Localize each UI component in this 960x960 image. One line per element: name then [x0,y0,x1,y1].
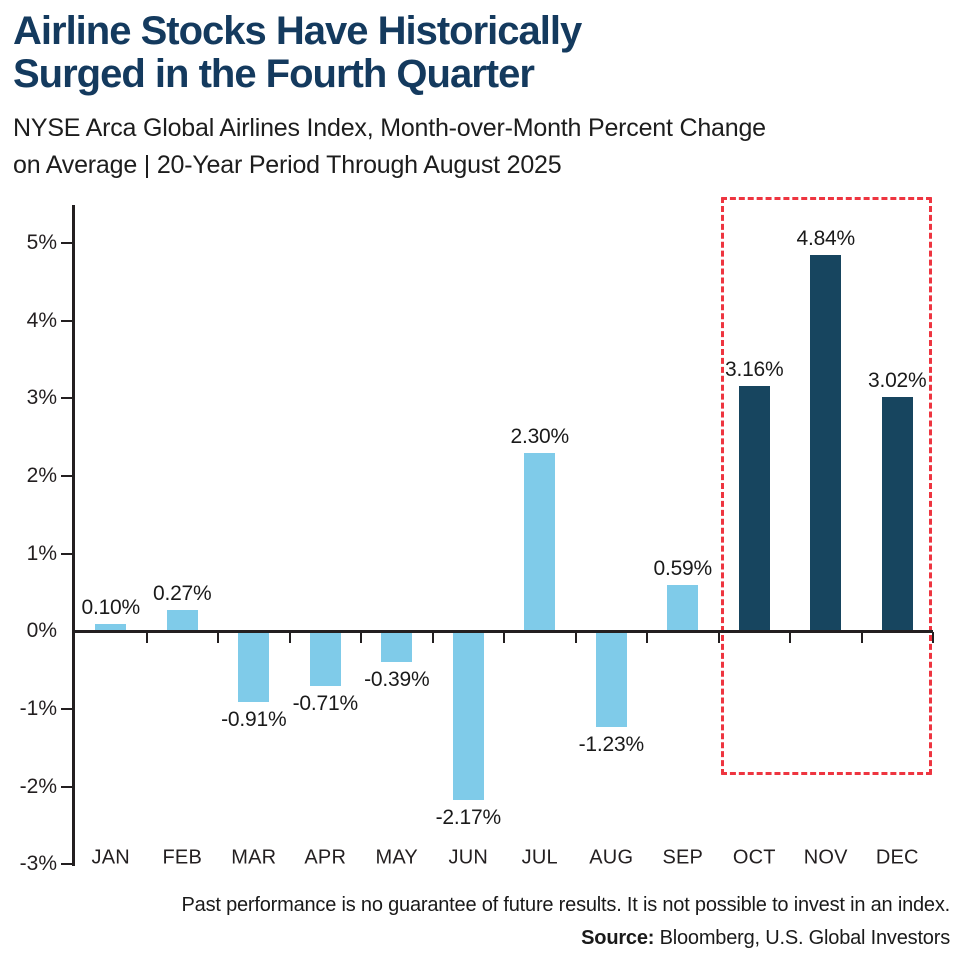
bar-jan [95,623,127,632]
chart-subtitle-line2: on Average | 20-Year Period Through Augu… [13,151,562,179]
x-axis-label-jan: JAN [91,846,130,869]
bar-nov [810,255,842,632]
x-tick-mark [717,632,720,644]
y-tick-mark [61,319,72,322]
bar-mar [238,631,270,702]
x-axis-label-oct: OCT [732,846,776,869]
x-axis-label-jul: JUL [521,846,558,869]
chart-title-line1: Airline Stocks Have Historically [13,9,582,53]
x-tick-mark [431,632,434,644]
y-tick-label: 4% [26,308,57,332]
bar-apr [309,631,341,687]
zero-baseline [72,629,933,633]
bar-dec [881,396,913,632]
x-axis-label-may: MAY [375,846,418,869]
y-tick-mark [61,785,72,788]
y-tick-mark [61,397,72,400]
y-axis-line [72,205,75,867]
bar-feb [166,610,198,632]
y-tick-label: 0% [26,619,57,643]
bar-may [381,631,413,662]
bar-value-label: 0.27% [152,582,212,606]
chart-title: Airline Stocks Have Historically Surged … [13,10,773,96]
bar-aug [595,631,627,727]
q4-highlight-box [721,197,932,775]
x-tick-mark [288,632,291,644]
y-tick-label: 2% [26,463,57,487]
x-axis-label-dec: DEC [875,846,919,869]
y-tick-mark [61,552,72,555]
x-tick-mark [932,632,934,644]
bar-value-label: 0.59% [653,557,713,581]
x-tick-mark [646,632,648,644]
y-tick-label: -3% [19,852,57,876]
y-tick-label: 3% [26,386,57,410]
source-label: Source: [581,927,655,949]
y-tick-mark [61,863,72,866]
x-tick-mark [574,632,577,644]
disclaimer-text: Past performance is no guarantee of futu… [181,894,951,916]
bar-value-label: -0.39% [364,667,430,691]
x-axis-label-apr: APR [304,846,347,869]
x-tick-mark [789,632,791,644]
bar-value-label: -0.91% [221,707,287,731]
chart-subtitle-line1: NYSE Arca Global Airlines Index, Month-o… [13,114,766,142]
source-text: Source: Bloomberg, U.S. Global Investors [50,927,950,950]
x-axis-label-jun: JUN [448,846,488,869]
bar-value-label: -1.23% [578,732,645,756]
x-axis-label-aug: AUG [589,846,634,869]
y-tick-mark [61,242,72,244]
x-tick-mark [145,632,148,644]
chart-subtitle: NYSE Arca Global Airlines Index, Month-o… [13,110,933,184]
x-tick-mark [360,632,362,644]
y-tick-label: 5% [26,231,57,254]
x-axis-label-sep: SEP [662,846,704,869]
chart-title-line2: Surged in the Fourth Quarter [13,52,535,96]
x-tick-mark [860,632,863,644]
bar-oct [738,385,770,632]
bar-jun [452,631,484,800]
y-tick-label: 1% [26,541,57,565]
bar-value-label: 4.84% [796,227,856,251]
x-axis-label-feb: FEB [162,846,202,869]
x-tick-mark [217,632,219,644]
bar-value-label: 0.10% [81,595,141,619]
y-tick-label: -1% [19,696,57,720]
x-axis-label-nov: NOV [803,846,848,869]
source-value: Bloomberg, U.S. Global Investors [654,927,951,949]
y-tick-label: -2% [19,774,57,798]
bar-jul [524,452,556,632]
bar-value-label: 2.30% [510,424,570,448]
bar-value-label: 3.02% [867,368,927,392]
bar-sep [667,585,699,632]
bar-value-label: 3.16% [724,357,784,381]
x-tick-mark [503,632,505,644]
y-tick-mark [61,474,72,477]
bar-value-label: -2.17% [435,805,502,829]
y-tick-mark [61,707,72,710]
x-axis-label-mar: MAR [231,846,277,869]
bar-value-label: -0.71% [292,692,359,716]
